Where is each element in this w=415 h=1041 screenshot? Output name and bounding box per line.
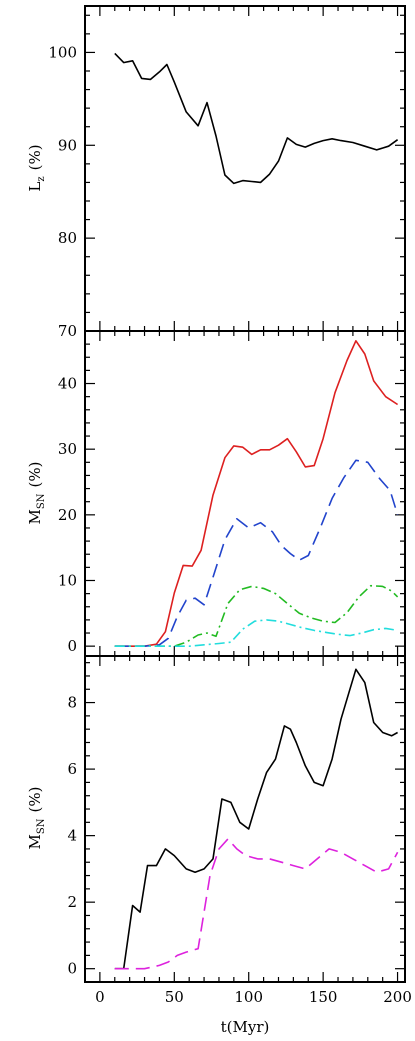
svg-text:MSN(%): MSN (%) [26, 462, 47, 525]
y-tick-label: 100 [48, 43, 77, 61]
svg-text:MSN(%): MSN (%) [26, 787, 47, 850]
y-axis-title-top: Lz (%) [26, 144, 47, 191]
y-tick-label: 4 [67, 827, 77, 845]
y-tick-label: 30 [58, 440, 77, 458]
y-tick-label: 40 [58, 375, 77, 393]
y-tick-label: 6 [67, 760, 77, 778]
y-axis-title-middle-main: M [26, 509, 44, 524]
y-axis-title-middle-unit: (%) [26, 462, 44, 488]
y-tick-label: 20 [58, 506, 77, 524]
series-line-bottom-0 [114, 668, 398, 970]
x-tick-label: 200 [383, 988, 412, 1006]
y-axis-title-top-main: L [26, 182, 44, 192]
x-tick-label: 100 [234, 988, 263, 1006]
series-line-middle-0 [114, 339, 399, 648]
series-line-top-0 [114, 52, 399, 185]
frame-middle [84, 330, 406, 657]
y-axis-title-top-sub: z [36, 176, 47, 181]
panel-top-lz: 70 80 90 100 [48, 6, 405, 340]
series-line-middle-3 [114, 619, 398, 648]
panel-middle-msn: 0 10 20 30 40 [58, 330, 405, 656]
panel-bottom-msn: 0 2 4 6 8 0 50 100 150 200 [67, 656, 412, 1006]
series-line-bottom-1 [114, 838, 399, 970]
y-tick-label: 10 [58, 571, 77, 589]
y-axis-title-middle-sub: SN [36, 493, 47, 509]
svg-text:Lz(%): Lz (%) [26, 144, 47, 191]
y-tick-label: 0 [67, 960, 77, 978]
x-axis-title: t(Myr) [221, 1018, 270, 1036]
y-tick-label: 8 [67, 694, 77, 712]
x-tick-label: 0 [95, 988, 105, 1006]
y-axis-title-top-unit: (%) [26, 144, 44, 170]
y-axis-title-middle: MSN (%) [26, 462, 47, 525]
y-tick-label: 0 [67, 637, 77, 655]
frame-bottom [84, 655, 406, 983]
y-tick-label: 80 [58, 229, 77, 247]
y-tick-label: 2 [67, 893, 77, 911]
y-axis-title-bottom: MSN (%) [26, 787, 47, 850]
x-tick-label: 50 [165, 988, 184, 1006]
y-axis-title-bottom-sub: SN [36, 818, 47, 834]
x-tick-label: 150 [309, 988, 338, 1006]
y-axis-title-bottom-unit: (%) [26, 787, 44, 813]
y-axis-title-bottom-main: M [26, 834, 44, 849]
series-line-middle-2 [114, 584, 399, 648]
y-tick-label: 90 [58, 136, 77, 154]
series-line-middle-1 [114, 459, 399, 648]
y-tick-label: 70 [58, 322, 77, 340]
frame-top [84, 5, 406, 332]
